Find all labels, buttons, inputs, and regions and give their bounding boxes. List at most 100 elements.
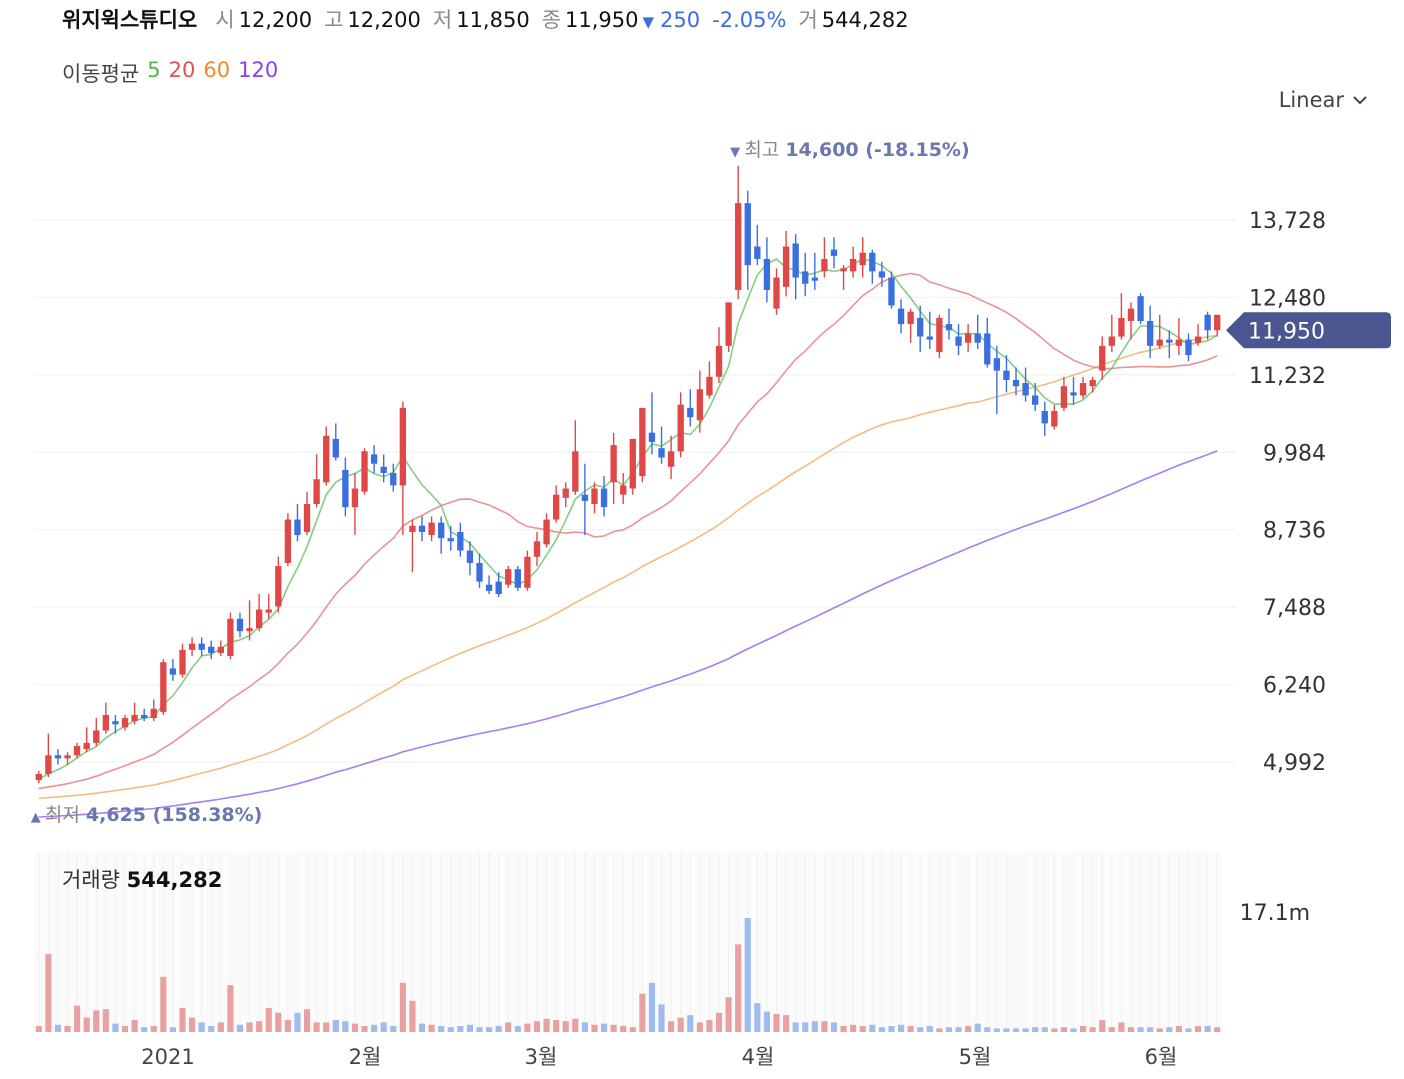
volume-bar [840,1026,847,1032]
candle-body [869,252,876,272]
candle-body [141,714,148,719]
candle-body [1051,410,1058,427]
current-price-label: 11,950 [1248,319,1325,344]
scale-selector[interactable]: Linear [1279,88,1368,112]
volume-bar [1060,1027,1067,1032]
open-value: 12,200 [238,8,313,32]
candle-body [438,522,445,539]
volume-bar [198,1022,205,1032]
candle-body [572,451,579,492]
volume-bar [783,1015,790,1032]
candle-body [399,407,407,486]
volume-bar [284,1020,291,1032]
candle-body [562,488,569,498]
y-tick-label: 4,992 [1263,751,1326,776]
max-price-annotation-arrow: ▼ [730,145,744,160]
candle-body [198,643,205,650]
candle-body [1146,321,1154,346]
candle-body [1127,308,1135,322]
volume-bar [447,1027,454,1032]
candle-body [782,246,790,287]
volume-bar [371,1024,378,1032]
volume-bar [1099,1020,1106,1032]
max-price-annotation-value: 14,600 [785,139,865,161]
ma-60: 60 [203,58,231,82]
candle-body [1137,296,1144,322]
candle-body [121,718,129,728]
candle-body [342,469,349,508]
change-down-icon: ▼ [642,13,655,31]
volume-bar [275,1012,282,1032]
volume-bar [246,1022,253,1032]
volume-bar [763,1011,770,1032]
candle-body [1012,379,1020,387]
candle-body [169,668,177,675]
volume-bar [1204,1026,1211,1032]
min-price-annotation: ▲ 최저 4,625 (158.38%) [31,804,263,826]
high-label: 고 [324,8,344,32]
candle-body [735,203,742,290]
volume-bar [93,1010,100,1032]
candle-body [1003,370,1010,380]
candle-body [1032,395,1039,405]
y-tick-label: 11,232 [1249,364,1326,389]
candle-body [102,714,110,731]
volume-bar [189,1017,196,1032]
volume-bar [313,1022,320,1032]
x-tick-label: 5월 [959,1045,992,1069]
volume-bar [150,1026,157,1032]
volume-bar [332,1020,339,1032]
candle-body [955,336,962,346]
candle-body [907,311,914,325]
volume-bar [1089,1027,1096,1032]
volume-bar [514,1026,521,1032]
candle-body [591,488,598,505]
candle-body [93,730,100,743]
volume-bar [1214,1027,1221,1032]
volume-bar [1166,1027,1173,1032]
candle-body [792,243,799,278]
max-price-annotation-percent: (-18.15%) [865,139,969,161]
volume-bar [543,1018,550,1032]
moving-average-legend[interactable]: 이동평균 5 20 60 120 [62,58,278,88]
volume-bar [1156,1028,1163,1032]
volume-bar [553,1020,560,1032]
volume-bar [131,1020,138,1032]
volume-bar [83,1017,90,1032]
volume-bar [1194,1026,1202,1032]
volume-bar [562,1021,569,1032]
candle-body [524,556,531,588]
volume-bar [715,1012,723,1032]
candle-body [246,628,253,632]
candle-body [677,404,684,452]
volume-bar [524,1023,531,1032]
close-value: 11,950 [565,8,639,32]
ma-120-line [38,450,1218,818]
volume-bar [428,1024,435,1032]
candle-body [763,258,771,290]
volume-bar [466,1024,473,1032]
candle-body [1204,314,1211,331]
volume-bar [869,1024,876,1032]
candle-body [150,708,157,719]
low-value: 11,850 [456,8,530,32]
candle-body [964,333,972,343]
candle-body [802,271,809,284]
candle-body [974,333,981,343]
y-tick-label: 12,480 [1249,286,1326,311]
volume-bar [572,1018,579,1032]
volume-bar [1185,1028,1192,1032]
candle-body [658,448,665,458]
close-label: 종 [541,8,562,32]
candle-body [370,454,378,464]
candle-body [418,525,426,532]
volume-bar [390,1026,397,1032]
ma-20-line [38,272,1218,790]
volume-bar [505,1022,512,1032]
volume-bar [54,1024,62,1032]
change-value: 250 [660,8,701,32]
min-price-annotation-label: 최저 [45,804,86,826]
current-price-tag [1226,312,1391,349]
volume-axis-tick: 17.1m [1240,901,1310,926]
